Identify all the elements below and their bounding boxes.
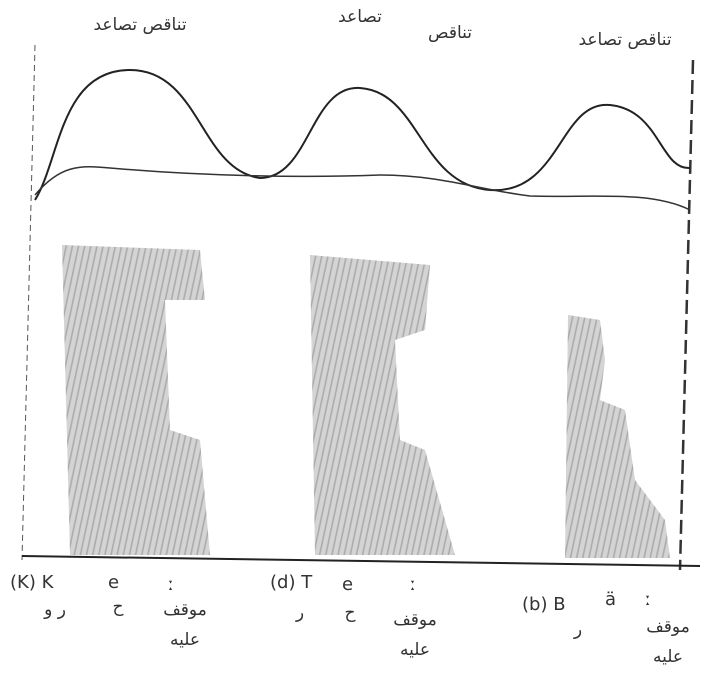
arabic-letter: ر (573, 620, 582, 640)
note: موقف (163, 600, 207, 620)
top-label: تصاعد (338, 7, 382, 27)
right-border (678, 59, 695, 571)
note: عليه (400, 640, 430, 660)
arabic-letter: ر و (43, 600, 66, 620)
pitch-contour (34, 68, 691, 201)
arabic-letter: ح (113, 597, 124, 617)
symbol: e (108, 572, 119, 593)
intensity-contour (34, 166, 691, 211)
top-label: تناقص تصاعد (93, 15, 186, 35)
left-border (21, 44, 36, 561)
symbol: (d) T (270, 572, 313, 593)
symbol: (K) K (10, 572, 55, 593)
note: عليه (170, 630, 200, 650)
symbol: ː (645, 589, 651, 610)
symbol: e (342, 574, 353, 595)
symbol: (b) B (522, 594, 566, 615)
spectrogram-block (310, 255, 455, 555)
top-label: تناقص تصاعد (578, 30, 671, 50)
note: موقف (646, 617, 690, 637)
baseline (21, 555, 701, 567)
symbol: ː (410, 574, 416, 595)
note: موقف (393, 610, 437, 630)
note: عليه (653, 647, 683, 667)
spectrogram-block (565, 315, 670, 558)
spectrogram-block (62, 245, 210, 555)
top-label: تناقص (428, 23, 472, 43)
symbol: ä (605, 589, 616, 610)
symbol: ː (168, 574, 174, 595)
arabic-letter: ر (295, 603, 304, 623)
arabic-letter: ح (345, 603, 356, 623)
